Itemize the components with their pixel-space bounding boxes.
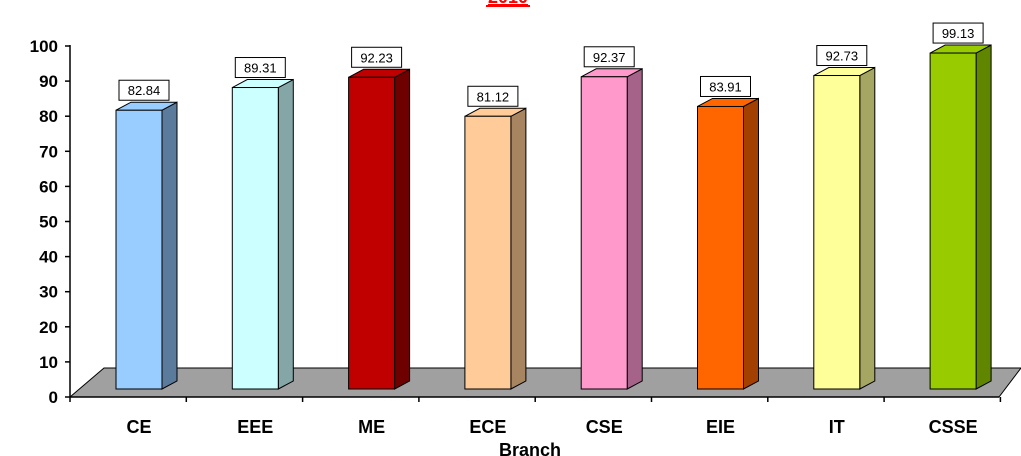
bar-front <box>929 52 977 390</box>
chart-title: 2010 <box>488 0 528 7</box>
x-tick-label: EIE <box>706 417 735 437</box>
bar-cse: 92.37 <box>580 46 643 390</box>
y-axis-ticks: 0 10 20 30 40 50 60 70 80 90 100 <box>30 37 70 407</box>
bars-group: 82.84 89.31 92.23 81.12 92.37 83.91 92.73 99.13 <box>115 22 992 390</box>
data-label: 83.91 <box>709 79 742 94</box>
y-tick-label: 10 <box>39 353 58 372</box>
bar-side <box>859 66 876 390</box>
x-tick-label: ME <box>358 417 385 437</box>
bar-csse: 99.13 <box>929 22 992 390</box>
bar-front <box>348 76 396 390</box>
x-axis-title: Branch <box>499 440 561 456</box>
bar-side <box>975 44 992 390</box>
bar-side <box>743 97 759 390</box>
x-tick-label: IT <box>829 417 845 437</box>
data-label-box <box>351 46 403 68</box>
y-tick-label: 50 <box>39 213 58 232</box>
data-label-box <box>583 46 635 68</box>
x-axis-labels: CE EEE ME ECE CSE EIE IT CSSE <box>69 397 1002 437</box>
data-label-box <box>234 57 286 79</box>
bar-front <box>231 87 279 390</box>
y-tick-label: 90 <box>39 72 58 91</box>
bar-front <box>697 105 744 390</box>
y-tick-label: 20 <box>39 318 58 337</box>
bar-it: 92.73 <box>813 45 876 390</box>
x-tick-label: CSE <box>586 417 623 437</box>
data-label-box <box>700 75 751 97</box>
data-label-box <box>467 85 519 107</box>
data-label: 81.12 <box>477 89 510 104</box>
y-tick-label: 70 <box>39 142 58 161</box>
data-label: 92.37 <box>593 50 626 65</box>
bar-eie: 83.91 <box>697 75 759 390</box>
data-label-box <box>932 22 984 44</box>
bar-front <box>464 115 512 390</box>
data-label: 82.84 <box>128 83 161 98</box>
data-label: 92.23 <box>360 50 393 65</box>
y-tick-label: 80 <box>39 107 58 126</box>
y-tick-label: 60 <box>39 177 58 196</box>
bar-side <box>510 107 527 390</box>
bar-side <box>161 101 178 390</box>
y-tick-label: 0 <box>49 388 58 407</box>
y-tick-label: 100 <box>30 37 58 56</box>
bar-front <box>115 109 163 390</box>
bar-side <box>277 78 294 390</box>
x-tick-label: ECE <box>469 417 506 437</box>
data-label-box <box>118 79 170 101</box>
bar-front <box>580 76 628 390</box>
bar-side <box>394 68 411 390</box>
x-tick-label: CE <box>126 417 151 437</box>
bar-side <box>626 67 643 390</box>
y-tick-label: 40 <box>39 248 58 267</box>
x-tick-label: CSSE <box>929 417 978 437</box>
bar-ce: 82.84 <box>115 79 178 390</box>
x-tick-label: EEE <box>237 417 273 437</box>
bar-ece: 81.12 <box>464 85 527 390</box>
bar-front <box>813 75 861 390</box>
bar-me: 92.23 <box>348 46 411 390</box>
chart-floor <box>68 367 1021 398</box>
data-label: 89.31 <box>244 61 277 76</box>
data-label: 99.13 <box>942 26 975 41</box>
bar-eee: 89.31 <box>231 57 294 390</box>
data-label-box <box>816 45 868 67</box>
y-tick-label: 30 <box>39 283 58 302</box>
data-label: 92.73 <box>826 49 859 64</box>
